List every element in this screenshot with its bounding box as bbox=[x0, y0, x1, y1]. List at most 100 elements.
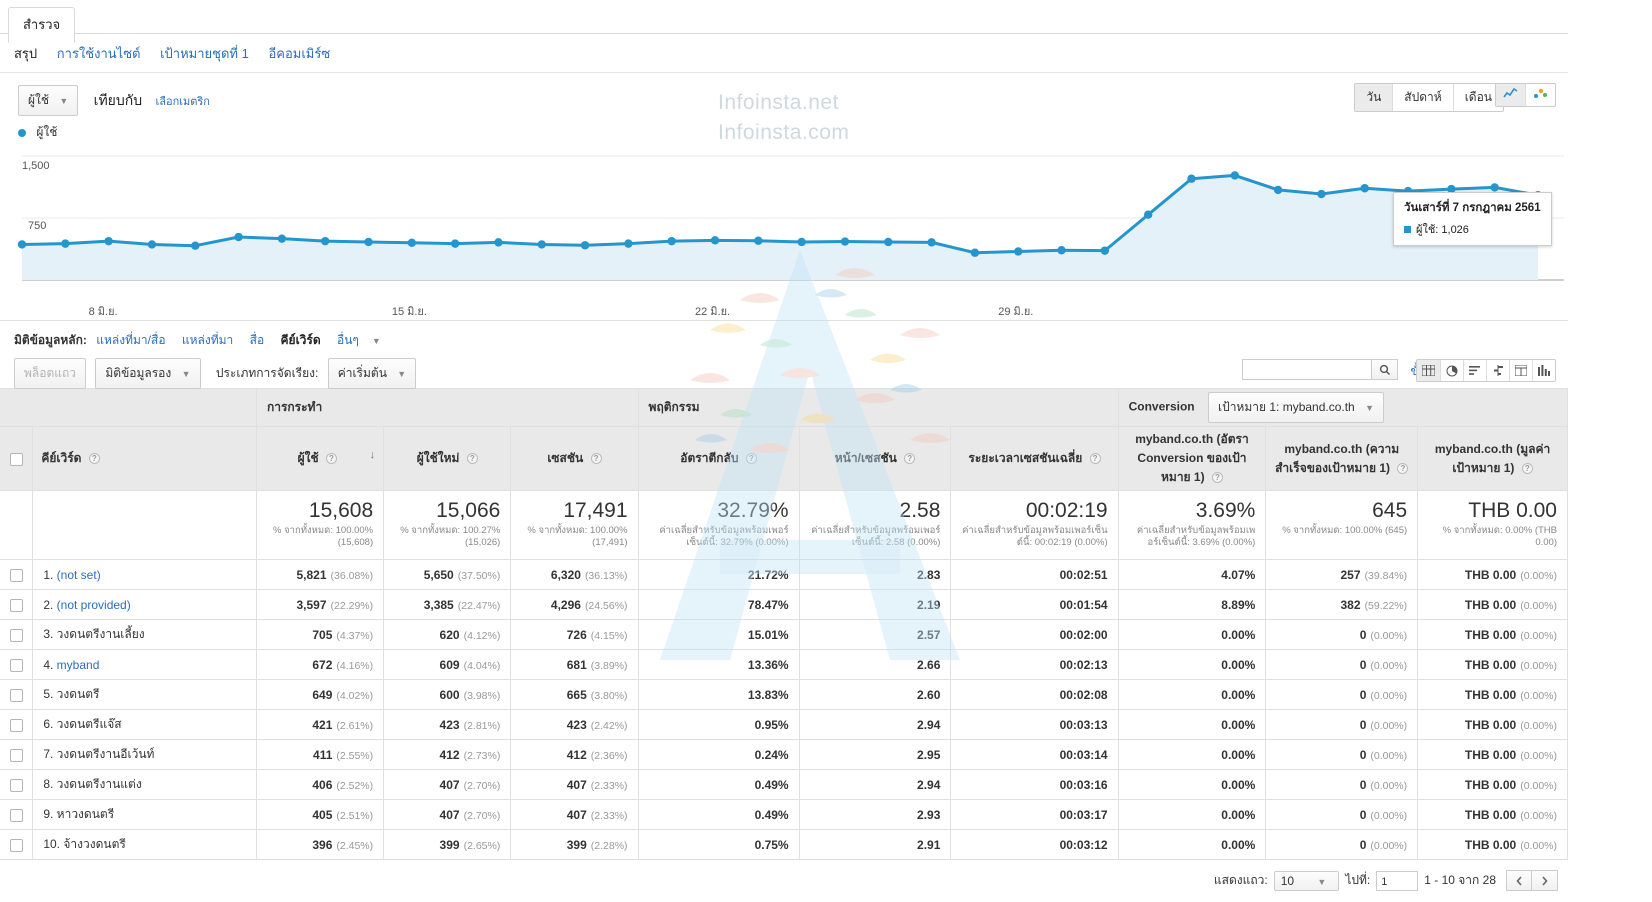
column-sessions[interactable]: เซสชัน ? bbox=[510, 426, 639, 491]
select-all-checkbox[interactable] bbox=[9, 452, 23, 466]
help-icon[interactable]: ? bbox=[1521, 462, 1533, 474]
row-dimension-text[interactable]: วงดนตรีแจ๊ส bbox=[56, 717, 122, 731]
prev-page-button[interactable] bbox=[1506, 870, 1532, 891]
column-new-users[interactable]: ผู้ใช้ใหม่ ? bbox=[383, 426, 512, 491]
row-checkbox-cell[interactable] bbox=[0, 589, 34, 620]
column-pages-per-session[interactable]: หน้า/เซสชัน ? bbox=[798, 426, 952, 491]
pdim-medium[interactable]: สื่อ bbox=[249, 333, 265, 347]
pdim-keyword[interactable]: คีย์เวิร์ด bbox=[280, 333, 321, 347]
table-row[interactable]: 6. วงดนตรีแจ๊ส 421 (2.61%) 423 (2.81%) 423 (2.… bbox=[0, 709, 1568, 740]
subtab-goal-set-1[interactable]: เป้าหมายชุดที่ 1 bbox=[160, 46, 249, 61]
row-checkbox[interactable] bbox=[10, 628, 23, 642]
row-checkbox[interactable] bbox=[10, 598, 23, 612]
row-dimension-cell[interactable]: 8. วงดนตรีงานแต่ง bbox=[32, 769, 257, 800]
row-checkbox-cell[interactable] bbox=[0, 799, 34, 830]
goto-page-input[interactable]: 1 bbox=[1376, 870, 1419, 891]
subtab-ecommerce[interactable]: อีคอมเมิร์ซ bbox=[268, 46, 331, 61]
rows-per-page-select[interactable]: 10 ▼ bbox=[1273, 870, 1340, 891]
column-bounce-rate[interactable]: อัตราตีกลับ ? bbox=[637, 426, 800, 491]
row-dimension-cell[interactable]: 10. จ้างวงดนตรี bbox=[32, 829, 257, 860]
pdim-source[interactable]: แหล่งที่มา bbox=[181, 333, 234, 347]
row-dimension-text[interactable]: วงดนตรี bbox=[56, 687, 100, 701]
tab-explore[interactable]: สำรวจ bbox=[8, 7, 76, 43]
table-row[interactable]: 4. myband 672 (4.16%) 609 (4.04%) 681 (3.89%) 1… bbox=[0, 649, 1568, 680]
column-keyword[interactable]: คีย์เวิร์ด ? bbox=[32, 426, 257, 491]
comparison-view-icon[interactable] bbox=[1486, 360, 1509, 381]
users-over-time-chart[interactable]: 1,500 750 วันเสาร์ที่ 7 กรกฎาคม 2561 ผู้… bbox=[0, 148, 1568, 298]
table-view-icon[interactable] bbox=[1417, 360, 1440, 381]
row-checkbox[interactable] bbox=[10, 568, 23, 582]
row-dimension-text[interactable]: วงดนตรีงานแต่ง bbox=[56, 777, 142, 791]
line-chart-icon[interactable] bbox=[1496, 84, 1525, 106]
select-all-checkbox-cell[interactable] bbox=[0, 426, 34, 491]
granularity-month[interactable]: เดือน bbox=[1452, 84, 1503, 111]
next-page-button[interactable] bbox=[1532, 870, 1558, 891]
table-row[interactable]: 8. วงดนตรีงานแต่ง 406 (2.52%) 407 (2.70%) 407… bbox=[0, 769, 1568, 800]
plot-rows-button[interactable]: พล็อตแถว bbox=[14, 358, 87, 389]
row-dimension-cell[interactable]: 3. วงดนตรีงานเลี้ยง bbox=[32, 619, 257, 650]
help-icon[interactable]: ? bbox=[466, 453, 478, 465]
help-icon[interactable]: ? bbox=[590, 453, 602, 465]
conversion-goal-select[interactable]: เป้าหมาย 1: myband.co.th ▼ bbox=[1207, 392, 1384, 423]
row-checkbox[interactable] bbox=[10, 658, 23, 672]
help-icon[interactable]: ? bbox=[904, 453, 916, 465]
column-goal1-completions[interactable]: myband.co.th (ความสำเร็จของเป้าหมาย 1) ? bbox=[1265, 426, 1419, 491]
help-icon[interactable]: ? bbox=[1089, 453, 1101, 465]
row-dimension-text[interactable]: จ้างวงดนตรี bbox=[63, 837, 126, 851]
bar-view-icon[interactable] bbox=[1532, 360, 1555, 381]
column-goal1-conversion-rate[interactable]: myband.co.th (อัตรา Conversion ของเป้าหม… bbox=[1117, 426, 1267, 491]
column-avg-session-duration[interactable]: ระยะเวลาเซสชันเฉลี่ย ? bbox=[950, 426, 1119, 491]
row-checkbox[interactable] bbox=[10, 838, 23, 852]
row-dimension-link[interactable]: myband bbox=[56, 657, 100, 672]
column-goal1-value[interactable]: myband.co.th (มูลค่าเป้าหมาย 1) ? bbox=[1417, 426, 1568, 491]
row-dimension-cell[interactable]: 1. (not set) bbox=[32, 559, 257, 590]
table-row[interactable]: 10. จ้างวงดนตรี 396 (2.45%) 399 (2.65%) 399 (2… bbox=[0, 829, 1568, 860]
row-checkbox-cell[interactable] bbox=[0, 679, 34, 710]
row-checkbox[interactable] bbox=[10, 748, 23, 762]
help-icon[interactable]: ? bbox=[325, 453, 337, 465]
table-row[interactable]: 7. วงดนตรีงานอีเว้นท์ 411 (2.55%) 412 (2.73%… bbox=[0, 739, 1568, 770]
pie-view-icon[interactable] bbox=[1440, 360, 1463, 381]
row-checkbox-cell[interactable] bbox=[0, 739, 34, 770]
table-row[interactable]: 3. วงดนตรีงานเลี้ยง 705 (4.37%) 620 (4.12%) 7… bbox=[0, 619, 1568, 650]
table-row[interactable]: 1. (not set) 5,821 (36.08%) 5,650 (37.50%) 6,… bbox=[0, 559, 1568, 590]
row-checkbox-cell[interactable] bbox=[0, 709, 34, 740]
row-checkbox-cell[interactable] bbox=[0, 829, 34, 860]
table-row[interactable]: 5. วงดนตรี 649 (4.02%) 600 (3.98%) 665 (3.80%)… bbox=[0, 679, 1568, 710]
pdim-source-medium[interactable]: แหล่งที่มา/สื่อ bbox=[96, 333, 166, 347]
row-checkbox[interactable] bbox=[10, 688, 23, 702]
help-icon[interactable]: ? bbox=[1397, 462, 1409, 474]
granularity-day[interactable]: วัน bbox=[1355, 84, 1393, 111]
table-row[interactable]: 9. หาวงดนตรี 405 (2.51%) 407 (2.70%) 407 (2.33… bbox=[0, 799, 1568, 830]
row-checkbox-cell[interactable] bbox=[0, 769, 34, 800]
search-input[interactable] bbox=[1242, 359, 1372, 380]
column-users[interactable]: ผู้ใช้ ? ↓ bbox=[255, 426, 385, 491]
search-icon[interactable] bbox=[1372, 359, 1398, 380]
pdim-other[interactable]: อื่นๆ bbox=[337, 333, 359, 347]
subtab-site-usage[interactable]: การใช้งานไซต์ bbox=[56, 46, 141, 61]
row-checkbox[interactable] bbox=[10, 778, 23, 792]
subtab-summary[interactable]: สรุป bbox=[14, 46, 38, 61]
help-icon[interactable]: ? bbox=[745, 453, 757, 465]
row-dimension-text[interactable]: หาวงดนตรี bbox=[56, 807, 115, 821]
row-dimension-text[interactable]: วงดนตรีงานอีเว้นท์ bbox=[56, 747, 155, 761]
row-dimension-text[interactable]: วงดนตรีงานเลี้ยง bbox=[56, 627, 145, 641]
row-dimension-cell[interactable]: 5. วงดนตรี bbox=[32, 679, 257, 710]
row-dimension-cell[interactable]: 2. (not provided) bbox=[32, 589, 257, 620]
row-checkbox-cell[interactable] bbox=[0, 649, 34, 680]
row-dimension-cell[interactable]: 7. วงดนตรีงานอีเว้นท์ bbox=[32, 739, 257, 770]
row-checkbox[interactable] bbox=[10, 808, 23, 822]
granularity-week[interactable]: สัปดาห์ bbox=[1392, 84, 1452, 111]
sort-type-button[interactable]: ค่าเริ่มต้น ▼ bbox=[327, 358, 417, 389]
row-checkbox-cell[interactable] bbox=[0, 559, 34, 590]
row-dimension-link[interactable]: (not set) bbox=[56, 567, 101, 582]
row-checkbox[interactable] bbox=[10, 718, 23, 732]
performance-view-icon[interactable] bbox=[1463, 360, 1486, 381]
row-dimension-cell[interactable]: 4. myband bbox=[32, 649, 257, 680]
row-dimension-cell[interactable]: 6. วงดนตรีแจ๊ส bbox=[32, 709, 257, 740]
row-dimension-cell[interactable]: 9. หาวงดนตรี bbox=[32, 799, 257, 830]
help-icon[interactable]: ? bbox=[88, 453, 100, 465]
sort-desc-icon[interactable]: ↓ bbox=[369, 449, 376, 461]
row-dimension-link[interactable]: (not provided) bbox=[56, 597, 131, 612]
help-icon[interactable]: ? bbox=[1211, 472, 1223, 484]
